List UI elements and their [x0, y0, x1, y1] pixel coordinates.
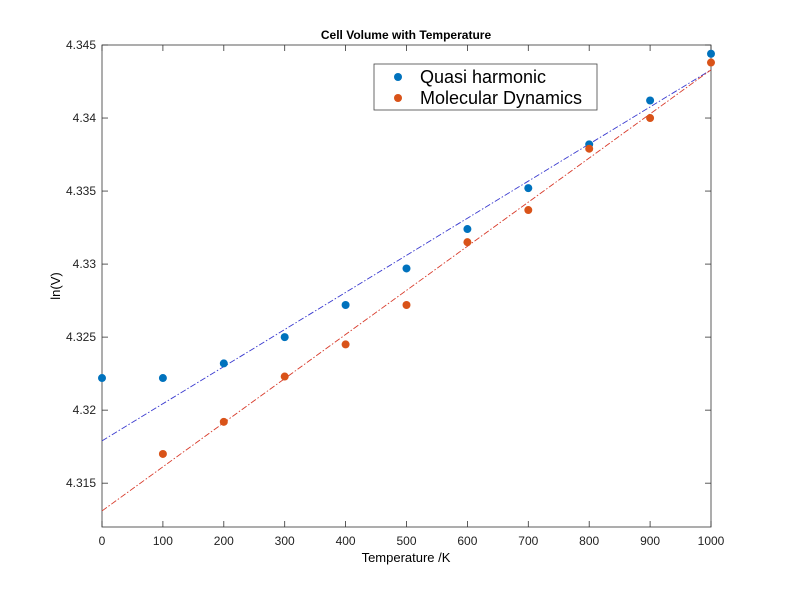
point-molecular-dynamics [707, 58, 715, 67]
y-tick-label: 4.335 [66, 184, 96, 198]
x-tick-label: 0 [99, 534, 106, 548]
point-molecular-dynamics [158, 449, 167, 458]
point-molecular-dynamics [585, 144, 594, 153]
point-quasi-harmonic [524, 184, 533, 193]
point-quasi-harmonic [280, 333, 289, 342]
legend-marker-molecular-dynamics [394, 94, 402, 102]
fit-line-quasi-harmonic [101, 69, 712, 442]
y-axis-label: ln(V) [48, 272, 63, 299]
point-molecular-dynamics [402, 300, 411, 309]
plot-frame [101, 44, 712, 528]
legend-box [373, 63, 598, 111]
y-tick-label: 4.315 [66, 476, 96, 490]
x-tick-label: 100 [153, 534, 173, 548]
x-tick-label: 500 [396, 534, 416, 548]
legend-label-quasi-harmonic: Quasi harmonic [420, 67, 546, 87]
point-molecular-dynamics [646, 114, 655, 123]
point-quasi-harmonic [98, 374, 106, 383]
point-molecular-dynamics [280, 372, 289, 381]
x-tick-label: 600 [457, 534, 477, 548]
point-quasi-harmonic [341, 300, 350, 309]
data-points [98, 49, 715, 458]
point-molecular-dynamics [219, 417, 228, 426]
point-quasi-harmonic [646, 96, 655, 105]
legend-marker-quasi-harmonic [394, 73, 402, 81]
point-molecular-dynamics [463, 238, 472, 247]
point-quasi-harmonic [463, 225, 472, 234]
axes: 0 100 200 300 400 500 600 700 800 900 1000 4.315 4.3… [66, 38, 725, 548]
point-molecular-dynamics [524, 206, 533, 215]
x-axis-label: Temperature /K [362, 550, 451, 565]
x-tick-label: 200 [214, 534, 234, 548]
y-tick-label: 4.33 [73, 257, 97, 271]
x-tick-label: 800 [579, 534, 599, 548]
fit-lines [101, 69, 712, 512]
y-tick-label: 4.325 [66, 330, 96, 344]
legend-label-molecular-dynamics: Molecular Dynamics [420, 88, 582, 108]
x-tick-label: 400 [336, 534, 356, 548]
point-quasi-harmonic [158, 374, 167, 383]
fit-line-molecular-dynamics [101, 69, 712, 512]
x-tick-label: 1000 [698, 534, 725, 548]
x-tick-label: 700 [518, 534, 538, 548]
point-quasi-harmonic [402, 264, 411, 273]
x-tick-label: 300 [275, 534, 295, 548]
point-quasi-harmonic [219, 359, 228, 368]
y-tick-label: 4.34 [73, 111, 97, 125]
chart-title: Cell Volume with Temperature [321, 28, 492, 42]
y-tick-label: 4.32 [73, 403, 97, 417]
point-molecular-dynamics [341, 340, 350, 349]
legend: Quasi harmonic Molecular Dynamics [373, 63, 598, 111]
y-tick-label: 4.345 [66, 38, 96, 52]
point-quasi-harmonic [707, 49, 715, 58]
x-tick-label: 900 [640, 534, 660, 548]
